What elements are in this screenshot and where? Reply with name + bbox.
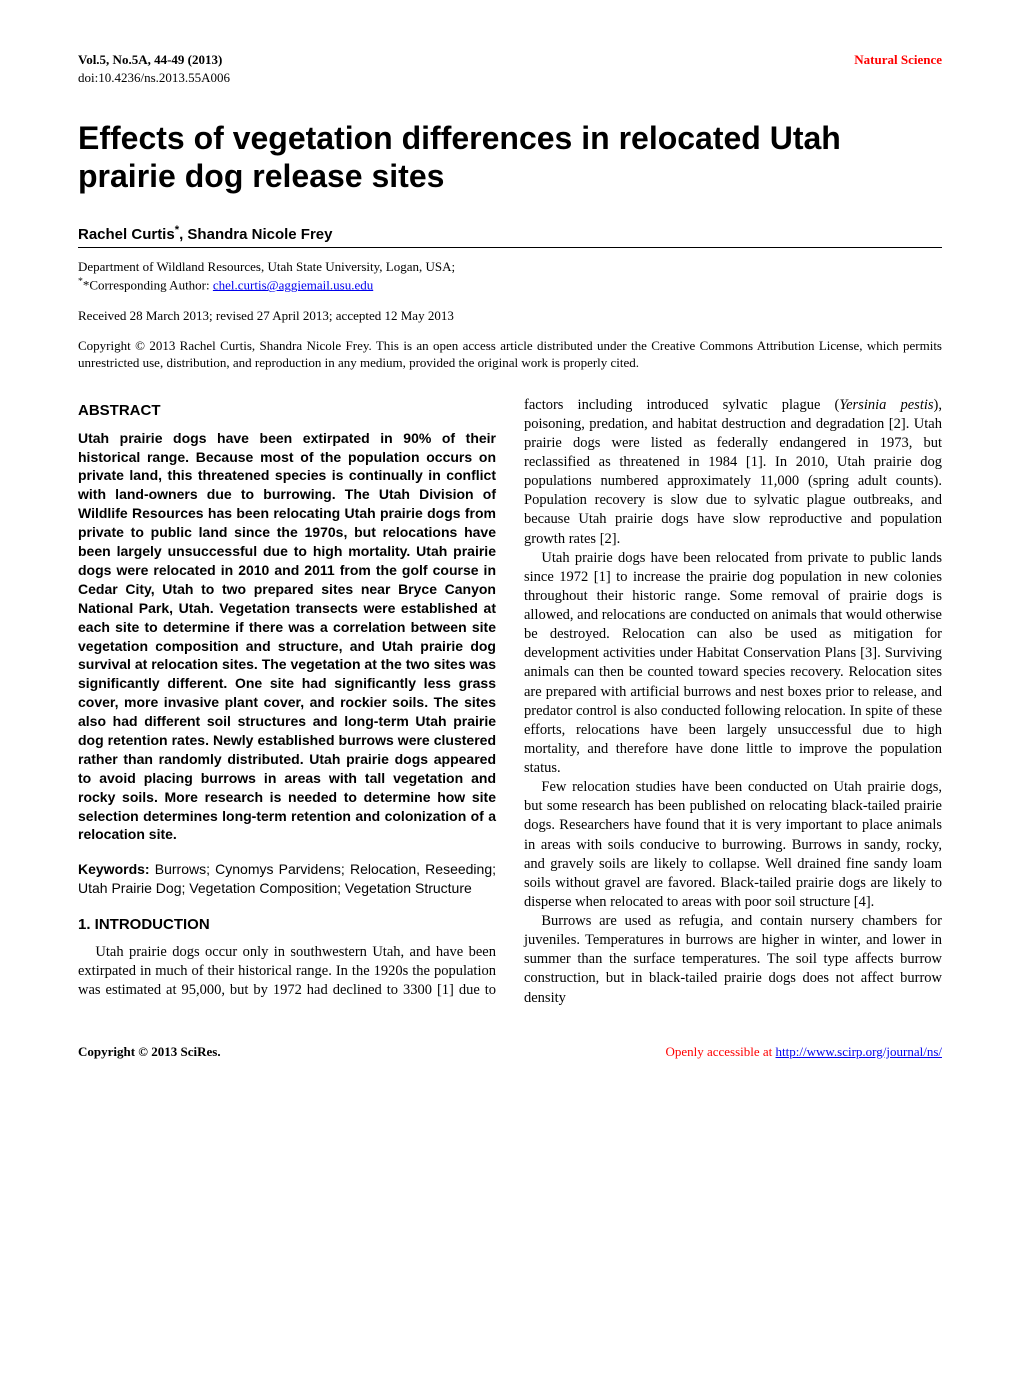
doi: doi:10.4236/ns.2013.55A006 [78, 70, 942, 86]
received-dates: Received 28 March 2013; revised 27 April… [78, 308, 942, 324]
intro-paragraph: Few relocation studies have been conduct… [524, 778, 942, 912]
footer-access-prefix: Openly accessible at [665, 1044, 775, 1059]
abstract-body: Utah prairie dogs have been extirpated i… [78, 429, 496, 845]
main-content: ABSTRACT Utah prairie dogs have been ext… [78, 396, 942, 1008]
abstract-heading: ABSTRACT [78, 402, 496, 419]
intro-paragraph: Burrows are used as refugia, and contain… [524, 912, 942, 1008]
keywords-label: Keywords: [78, 861, 150, 877]
footer-access: Openly accessible at http://www.scirp.or… [665, 1044, 942, 1060]
article-title: Effects of vegetation differences in rel… [78, 120, 942, 196]
intro-heading: 1. INTRODUCTION [78, 916, 496, 933]
department: Department of Wildland Resources, Utah S… [78, 259, 455, 274]
affiliation-block: Department of Wildland Resources, Utah S… [78, 258, 942, 294]
footer-copyright: Copyright © 2013 SciRes. [78, 1044, 221, 1060]
author-email-link[interactable]: chel.curtis@aggiemail.usu.edu [213, 277, 373, 292]
intro-paragraph: Utah prairie dogs have been relocated fr… [524, 549, 942, 779]
authors: Rachel Curtis*, Shandra Nicole Frey [78, 224, 942, 248]
journal-name: Natural Science [854, 52, 942, 68]
footer-journal-link[interactable]: http://www.scirp.org/journal/ns/ [776, 1044, 942, 1059]
header-row: Vol.5, No.5A, 44-49 (2013) Natural Scien… [78, 52, 942, 68]
keywords-block: Keywords: Burrows; Cynomys Parvidens; Re… [78, 860, 496, 898]
copyright-notice: Copyright © 2013 Rachel Curtis, Shandra … [78, 338, 942, 372]
footer-row: Copyright © 2013 SciRes. Openly accessib… [78, 1044, 942, 1060]
corresponding-label: *Corresponding Author: [83, 277, 213, 292]
issue-info: Vol.5, No.5A, 44-49 (2013) [78, 52, 222, 68]
